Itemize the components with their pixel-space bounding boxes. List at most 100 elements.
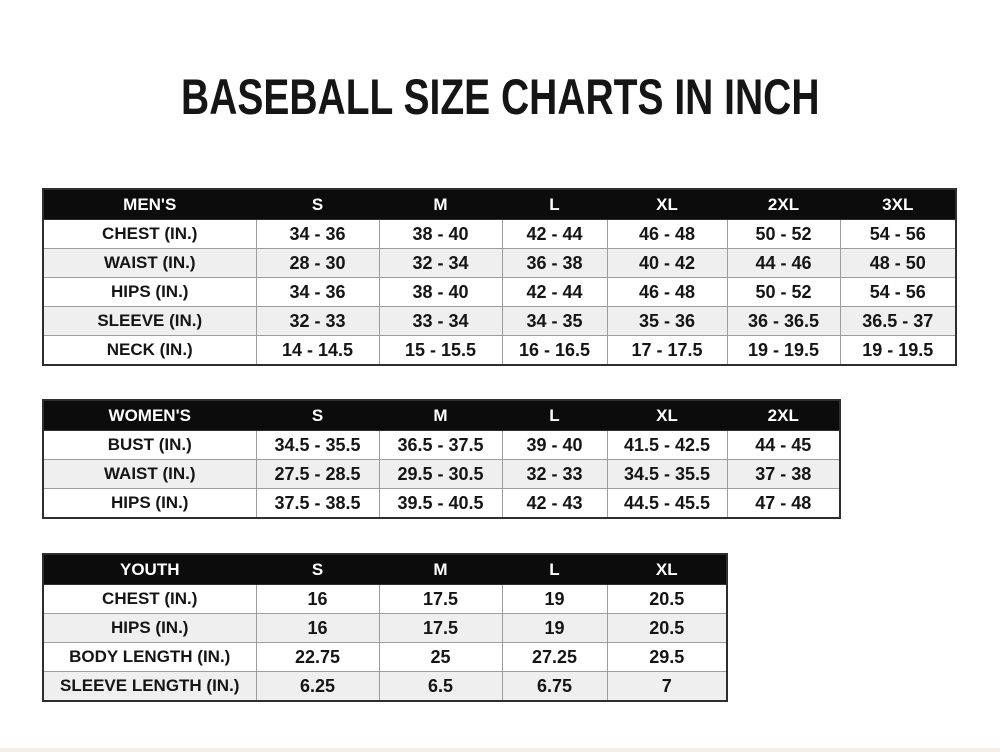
table-row: CHEST (IN.) 16 17.5 19 20.5 [42,584,728,614]
size-cell: 14 - 14.5 [255,335,380,366]
table-row: HIPS (IN.) 34 - 36 38 - 40 42 - 44 46 - 48 50… [42,277,957,307]
size-cell: 46 - 48 [606,219,728,249]
size-cell: 39.5 - 40.5 [378,488,503,519]
size-cell: 33 - 34 [378,306,503,336]
size-cell: 6.25 [255,671,380,702]
size-cell: 35 - 36 [606,306,728,336]
row-label: BUST (IN.) [42,430,257,460]
table-title-header: YOUTH [42,553,257,585]
size-cell: 17.5 [378,613,503,643]
size-cell: 32 - 34 [378,248,503,278]
table-row: WAIST (IN.) 28 - 30 32 - 34 36 - 38 40 - 42 4… [42,248,957,278]
row-label: HIPS (IN.) [42,613,257,643]
size-cell: 6.75 [501,671,608,702]
size-cell: 15 - 15.5 [378,335,503,366]
size-cell: 27.25 [501,642,608,672]
size-cell: 6.5 [378,671,503,702]
size-cell: 17.5 [378,584,503,614]
size-cell: 36 - 36.5 [726,306,841,336]
size-cell: 36 - 38 [501,248,608,278]
size-column-header: S [255,188,380,220]
size-cell: 44 - 46 [726,248,841,278]
size-cell: 20.5 [606,584,728,614]
size-cell: 42 - 44 [501,219,608,249]
page-title-text: BASEBALL SIZE CHARTS IN INCH [180,69,820,125]
size-cell: 50 - 52 [726,219,841,249]
size-cell: 38 - 40 [378,219,503,249]
row-label: SLEEVE LENGTH (IN.) [42,671,257,702]
size-column-header: XL [606,553,728,585]
image-bottom-edge [0,748,1000,752]
table-row: HIPS (IN.) 37.5 - 38.5 39.5 - 40.5 42 - 43 4… [42,488,841,519]
size-cell: 29.5 - 30.5 [378,459,503,489]
size-cell: 50 - 52 [726,277,841,307]
size-cell: 42 - 44 [501,277,608,307]
header-row: MEN'S S M L XL 2XL 3XL [42,188,957,220]
size-cell: 20.5 [606,613,728,643]
size-cell: 44 - 45 [726,430,841,460]
table-row: CHEST (IN.) 34 - 36 38 - 40 42 - 44 46 - 48 5… [42,219,957,249]
size-cell: 28 - 30 [255,248,380,278]
size-cell: 37 - 38 [726,459,841,489]
size-cell: 34 - 35 [501,306,608,336]
size-column-header: XL [606,399,728,431]
size-cell: 19 - 19.5 [726,335,841,366]
row-label: SLEEVE (IN.) [42,306,257,336]
row-label: CHEST (IN.) [42,219,257,249]
size-cell: 54 - 56 [839,277,957,307]
table-row: WAIST (IN.) 27.5 - 28.5 29.5 - 30.5 32 - 33… [42,459,841,489]
size-cell: 38 - 40 [378,277,503,307]
header-row: YOUTH S M L XL [42,553,728,585]
size-cell: 16 - 16.5 [501,335,608,366]
size-cell: 34.5 - 35.5 [606,459,728,489]
size-cell: 27.5 - 28.5 [255,459,380,489]
size-column-header: L [501,399,608,431]
youth-size-table: YOUTH S M L XL CHEST (IN.) 16 17.5 19 20.5 HIPS (I… [42,553,728,702]
size-column-header: S [255,553,380,585]
size-cell: 39 - 40 [501,430,608,460]
womens-size-table: WOMEN'S S M L XL 2XL BUST (IN.) 34.5 - 35.5 36.5… [42,399,841,519]
size-cell: 19 - 19.5 [839,335,957,366]
size-cell: 19 [501,584,608,614]
size-cell: 34 - 36 [255,277,380,307]
size-cell: 32 - 33 [255,306,380,336]
size-cell: 47 - 48 [726,488,841,519]
size-cell: 36.5 - 37.5 [378,430,503,460]
size-cell: 7 [606,671,728,702]
size-cell: 34.5 - 35.5 [255,430,380,460]
size-cell: 54 - 56 [839,219,957,249]
size-column-header: XL [606,188,728,220]
table-row: BUST (IN.) 34.5 - 35.5 36.5 - 37.5 39 - 40 4… [42,430,841,460]
table-row: NECK (IN.) 14 - 14.5 15 - 15.5 16 - 16.5 17 … [42,335,957,366]
size-column-header: 2XL [726,399,841,431]
page-title: BASEBALL SIZE CHARTS IN INCH [0,70,1000,137]
size-column-header: 3XL [839,188,957,220]
table-title-header: WOMEN'S [42,399,257,431]
table-row: SLEEVE (IN.) 32 - 33 33 - 34 34 - 35 35 - 36… [42,306,957,336]
table-title-header: MEN'S [42,188,257,220]
row-label: HIPS (IN.) [42,277,257,307]
size-cell: 41.5 - 42.5 [606,430,728,460]
size-cell: 48 - 50 [839,248,957,278]
size-cell: 46 - 48 [606,277,728,307]
table-row: HIPS (IN.) 16 17.5 19 20.5 [42,613,728,643]
size-column-header: S [255,399,380,431]
size-column-header: 2XL [726,188,841,220]
table-row: BODY LENGTH (IN.) 22.75 25 27.25 29.5 [42,642,728,672]
table-row: SLEEVE LENGTH (IN.) 6.25 6.5 6.75 7 [42,671,728,702]
size-cell: 29.5 [606,642,728,672]
size-cell: 32 - 33 [501,459,608,489]
row-label: NECK (IN.) [42,335,257,366]
row-label: WAIST (IN.) [42,459,257,489]
row-label: BODY LENGTH (IN.) [42,642,257,672]
mens-size-table: MEN'S S M L XL 2XL 3XL CHEST (IN.) 34 - 36 38 - 4… [42,188,957,366]
size-column-header: L [501,188,608,220]
size-cell: 40 - 42 [606,248,728,278]
size-column-header: M [378,399,503,431]
size-cell: 36.5 - 37 [839,306,957,336]
size-cell: 22.75 [255,642,380,672]
size-cell: 42 - 43 [501,488,608,519]
row-label: HIPS (IN.) [42,488,257,519]
size-cell: 34 - 36 [255,219,380,249]
